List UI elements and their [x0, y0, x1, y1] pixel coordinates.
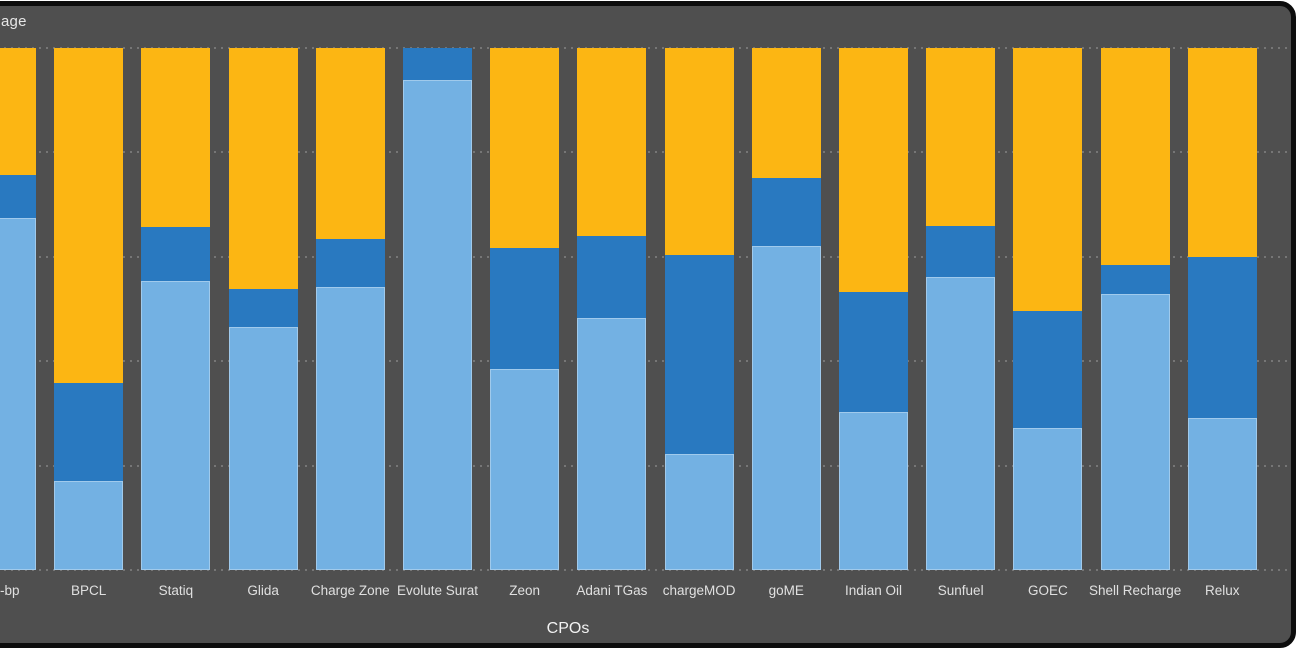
gridline-100-percent: [0, 47, 1290, 49]
bar-relux: [1187, 48, 1257, 570]
bar-sunfuel: [926, 48, 996, 570]
orange-segment[interactable]: [315, 48, 385, 239]
light-blue-segment[interactable]: [0, 217, 36, 570]
light-blue-segment[interactable]: [141, 280, 211, 570]
x-axis-label: goME: [768, 583, 804, 598]
bar-evolute-surat: [403, 48, 472, 570]
orange-segment[interactable]: [141, 48, 211, 227]
dark-blue-segment[interactable]: [490, 248, 560, 369]
bar-indian-oil: [839, 48, 908, 570]
x-axis-label: Indian Oil: [844, 583, 903, 598]
dark-blue-segment[interactable]: [54, 383, 124, 482]
light-blue-segment[interactable]: [926, 276, 996, 570]
light-blue-segment[interactable]: [228, 326, 298, 570]
dark-blue-segment[interactable]: [141, 226, 211, 281]
orange-segment[interactable]: [1013, 48, 1083, 311]
x-axis-label: -bp: [0, 583, 20, 598]
x-axis-label: Relux: [1205, 583, 1240, 598]
light-blue-segment[interactable]: [1187, 418, 1257, 570]
light-blue-segment[interactable]: [1013, 428, 1083, 570]
bar-zeon: [490, 48, 560, 570]
bar-adani-tgas: [577, 48, 647, 570]
light-blue-segment[interactable]: [54, 481, 124, 570]
x-axis-label: BPCL: [71, 583, 107, 598]
bar-statiq: [141, 48, 211, 570]
orange-segment[interactable]: [1187, 48, 1257, 257]
dark-blue-segment[interactable]: [839, 292, 908, 413]
dark-blue-segment[interactable]: [1187, 256, 1257, 419]
dark-blue-segment[interactable]: [577, 236, 647, 319]
x-axis-label: chargeMOD: [662, 583, 736, 598]
dark-blue-segment[interactable]: [0, 174, 36, 218]
orange-segment[interactable]: [926, 48, 996, 226]
x-axis-label: Statiq: [158, 583, 194, 598]
dark-blue-segment[interactable]: [403, 48, 472, 80]
x-axis-label: Charge Zone: [310, 583, 390, 598]
bar-chargemod: [664, 48, 734, 570]
dark-blue-segment[interactable]: [1100, 264, 1170, 295]
orange-segment[interactable]: [54, 48, 124, 384]
bar--bp: [0, 48, 36, 570]
light-blue-segment[interactable]: [577, 318, 647, 570]
light-blue-segment[interactable]: [839, 412, 908, 570]
orange-segment[interactable]: [490, 48, 560, 249]
bar-gome: [751, 48, 821, 570]
chart-title: age: [1, 13, 27, 30]
orange-segment[interactable]: [751, 48, 821, 178]
x-axis-label: Adani TGas: [576, 583, 648, 598]
orange-segment[interactable]: [839, 48, 908, 293]
orange-segment[interactable]: [664, 48, 734, 255]
bar-shell-recharge: [1100, 48, 1170, 570]
light-blue-segment[interactable]: [1100, 294, 1170, 570]
gridline-0-percent: [0, 569, 1290, 571]
x-axis-label: Evolute Surat: [396, 583, 479, 598]
dark-blue-segment[interactable]: [1013, 310, 1083, 428]
dark-blue-segment[interactable]: [751, 177, 821, 247]
x-axis-title: CPOs: [546, 620, 590, 637]
dark-blue-segment[interactable]: [315, 238, 385, 287]
x-axis-label: Sunfuel: [937, 583, 984, 598]
dark-blue-segment[interactable]: [228, 288, 298, 327]
bar-bpcl: [54, 48, 124, 570]
bar-glida: [228, 48, 298, 570]
light-blue-segment[interactable]: [315, 286, 385, 570]
bar-charge-zone: [315, 48, 385, 570]
bar-goec: [1013, 48, 1083, 570]
light-blue-segment[interactable]: [751, 246, 821, 570]
orange-segment[interactable]: [0, 48, 36, 175]
dark-blue-segment[interactable]: [664, 254, 734, 455]
x-axis-label: Glida: [247, 583, 279, 598]
light-blue-segment[interactable]: [664, 454, 734, 570]
x-axis-label: GOEC: [1028, 583, 1068, 598]
orange-segment[interactable]: [577, 48, 647, 237]
light-blue-segment[interactable]: [403, 79, 472, 570]
orange-segment[interactable]: [228, 48, 298, 289]
x-axis-label: Shell Recharge: [1088, 583, 1182, 598]
dark-blue-segment[interactable]: [926, 225, 996, 277]
light-blue-segment[interactable]: [490, 369, 560, 570]
x-axis-label: Zeon: [509, 583, 541, 598]
orange-segment[interactable]: [1100, 48, 1170, 265]
